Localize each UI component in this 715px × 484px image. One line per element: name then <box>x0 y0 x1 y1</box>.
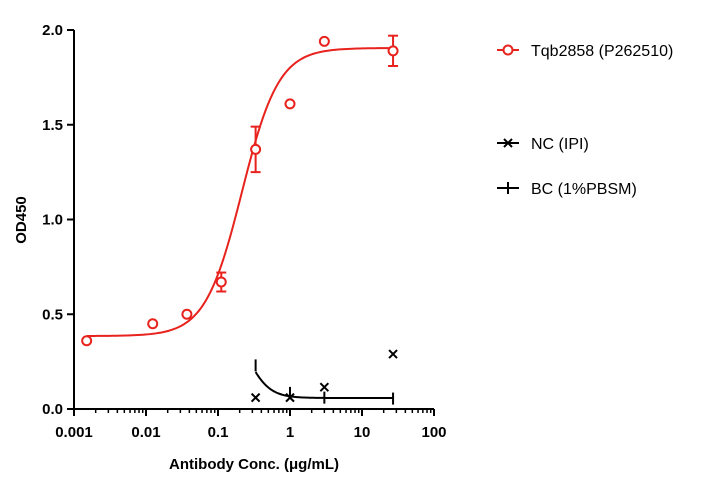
data-point-x <box>388 349 398 359</box>
legend-marker <box>503 138 513 148</box>
x-tick-label: 0.01 <box>131 424 160 441</box>
data-point-x <box>250 392 261 403</box>
legend-label: Tqb2858 (P262510) <box>531 43 673 60</box>
data-marks <box>81 34 399 405</box>
data-point-x <box>319 382 330 392</box>
data-point <box>284 98 296 110</box>
x-tick-label: 10 <box>354 424 371 441</box>
x-tick-label: 0.001 <box>55 424 93 441</box>
fit-curves <box>86 47 394 400</box>
data-point <box>181 308 193 320</box>
y-tick-label: 0.0 <box>42 401 63 418</box>
data-point <box>215 276 227 288</box>
data-point <box>147 318 159 330</box>
y-tick-label: 1.0 <box>42 212 63 229</box>
data-point <box>81 335 93 347</box>
axes <box>73 30 434 410</box>
legend-label: NC (IPI) <box>531 136 589 153</box>
y-tick-label: 2.0 <box>42 22 63 39</box>
data-point <box>387 45 399 57</box>
legend: Tqb2858 (P262510) NC (IPI) BC (1%PBSM) <box>497 43 673 198</box>
y-axis-title: OD450 <box>13 196 30 244</box>
x-tick-label: 0.1 <box>208 424 229 441</box>
legend-marker <box>502 44 514 56</box>
data-point <box>250 143 262 155</box>
ticks: 0.0 0.5 1.0 1.5 2.0 0.001 0.01 0.1 1 10 100 <box>42 22 446 441</box>
fit-curve <box>86 47 394 337</box>
data-point <box>318 35 330 47</box>
x-tick-label: 100 <box>421 424 446 441</box>
legend-label: BC (1%PBSM) <box>531 181 637 198</box>
x-axis-title: Antibody Conc. (μg/mL) <box>169 456 339 473</box>
y-tick-label: 1.5 <box>42 117 63 134</box>
x-tick-label: 1 <box>286 424 294 441</box>
y-tick-label: 0.5 <box>42 306 63 323</box>
